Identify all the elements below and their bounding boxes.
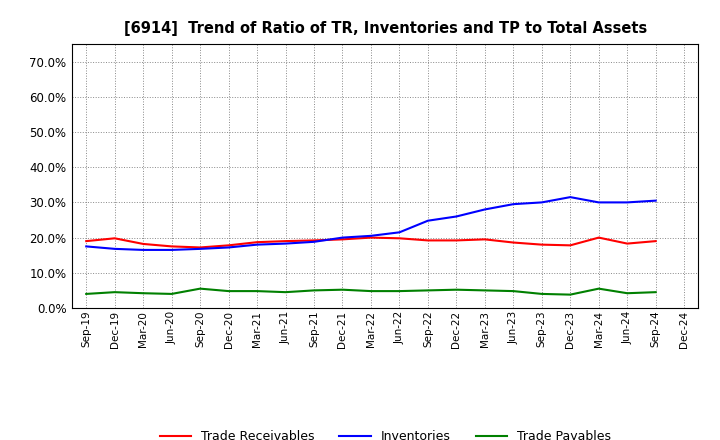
- Trade Receivables: [652, 238, 660, 244]
- Inventories: [225, 245, 233, 250]
- Trade Receivables: [225, 243, 233, 248]
- Title: [6914]  Trend of Ratio of TR, Inventories and TP to Total Assets: [6914] Trend of Ratio of TR, Inventories…: [124, 21, 647, 36]
- Legend: Trade Receivables, Inventories, Trade Payables: Trade Receivables, Inventories, Trade Pa…: [155, 425, 616, 440]
- Trade Payables: [537, 291, 546, 297]
- Trade Payables: [282, 290, 290, 295]
- Inventories: [139, 247, 148, 253]
- Trade Payables: [253, 289, 261, 294]
- Inventories: [282, 241, 290, 246]
- Trade Receivables: [82, 238, 91, 244]
- Trade Payables: [595, 286, 603, 291]
- Inventories: [167, 247, 176, 253]
- Trade Receivables: [196, 245, 204, 250]
- Trade Payables: [652, 290, 660, 295]
- Inventories: [395, 230, 404, 235]
- Inventories: [110, 246, 119, 252]
- Inventories: [623, 200, 631, 205]
- Inventories: [595, 200, 603, 205]
- Trade Receivables: [253, 239, 261, 245]
- Inventories: [652, 198, 660, 203]
- Trade Payables: [566, 292, 575, 297]
- Trade Payables: [139, 290, 148, 296]
- Trade Payables: [110, 290, 119, 295]
- Trade Receivables: [366, 235, 375, 240]
- Trade Receivables: [310, 238, 318, 243]
- Inventories: [310, 239, 318, 245]
- Trade Payables: [167, 291, 176, 297]
- Trade Receivables: [423, 238, 432, 243]
- Inventories: [423, 218, 432, 224]
- Trade Receivables: [566, 243, 575, 248]
- Trade Payables: [82, 291, 91, 297]
- Inventories: [566, 194, 575, 200]
- Trade Payables: [395, 289, 404, 294]
- Trade Payables: [310, 288, 318, 293]
- Inventories: [338, 235, 347, 240]
- Trade Receivables: [623, 241, 631, 246]
- Trade Receivables: [595, 235, 603, 240]
- Inventories: [537, 200, 546, 205]
- Trade Receivables: [452, 238, 461, 243]
- Trade Payables: [480, 288, 489, 293]
- Trade Receivables: [167, 244, 176, 249]
- Trade Receivables: [537, 242, 546, 247]
- Line: Trade Receivables: Trade Receivables: [86, 238, 656, 247]
- Inventories: [452, 214, 461, 219]
- Trade Payables: [225, 289, 233, 294]
- Trade Receivables: [395, 236, 404, 241]
- Inventories: [366, 233, 375, 238]
- Trade Payables: [423, 288, 432, 293]
- Trade Receivables: [110, 236, 119, 241]
- Inventories: [509, 202, 518, 207]
- Trade Receivables: [282, 238, 290, 244]
- Trade Payables: [509, 289, 518, 294]
- Trade Receivables: [139, 241, 148, 246]
- Inventories: [196, 246, 204, 252]
- Trade Payables: [623, 290, 631, 296]
- Inventories: [253, 242, 261, 247]
- Inventories: [82, 244, 91, 249]
- Trade Payables: [452, 287, 461, 292]
- Trade Receivables: [509, 240, 518, 245]
- Trade Payables: [338, 287, 347, 292]
- Line: Inventories: Inventories: [86, 197, 656, 250]
- Trade Receivables: [338, 237, 347, 242]
- Trade Receivables: [480, 237, 489, 242]
- Inventories: [480, 207, 489, 212]
- Line: Trade Payables: Trade Payables: [86, 289, 656, 295]
- Trade Payables: [196, 286, 204, 291]
- Trade Payables: [366, 289, 375, 294]
